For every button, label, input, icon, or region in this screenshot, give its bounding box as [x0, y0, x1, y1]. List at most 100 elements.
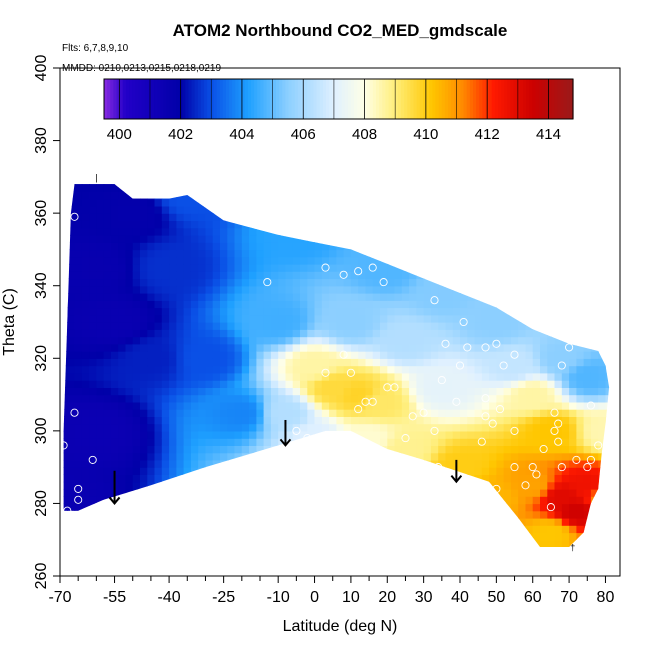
- field-cell: [489, 234, 497, 243]
- field-cell: [613, 387, 621, 395]
- field-cell: [104, 554, 112, 562]
- field-cell: [358, 532, 367, 541]
- field-cell: [154, 191, 163, 200]
- field-cell: [430, 445, 439, 454]
- field-cell: [154, 271, 163, 280]
- field-cell: [409, 314, 417, 323]
- field-cell: [183, 293, 192, 301]
- field-cell: [561, 329, 570, 338]
- field-cell: [212, 184, 221, 192]
- field-cell: [576, 365, 585, 374]
- field-cell: [394, 336, 403, 345]
- field-cell: [263, 372, 272, 381]
- field-cell: [576, 459, 585, 468]
- field-cell: [583, 300, 592, 309]
- colorbar-cell: [266, 79, 271, 119]
- field-cell: [241, 517, 250, 526]
- field-cell: [460, 271, 468, 280]
- field-cell: [292, 213, 301, 221]
- field-cell: [270, 532, 279, 541]
- field-cell: [220, 423, 228, 432]
- field-cell: [576, 467, 585, 475]
- field-cell: [278, 263, 287, 272]
- field-cell: [161, 263, 170, 272]
- field-cell: [278, 416, 287, 425]
- field-cell: [445, 452, 454, 461]
- field-cell: [532, 481, 541, 490]
- field-cell: [321, 314, 330, 323]
- field-cell: [329, 459, 337, 468]
- field-cell: [525, 474, 534, 483]
- field-cell: [67, 554, 75, 562]
- field-cell: [300, 380, 308, 388]
- field-cell: [336, 322, 345, 330]
- field-cell: [496, 336, 505, 345]
- field-cell: [525, 525, 534, 534]
- field-cell: [518, 365, 527, 374]
- field-cell: [227, 343, 236, 352]
- field-cell: [147, 358, 156, 367]
- field-cell: [314, 510, 323, 519]
- field-cell: [423, 205, 432, 214]
- field-cell: [438, 336, 447, 345]
- field-cell: [474, 409, 483, 417]
- field-cell: [169, 503, 177, 512]
- field-cell: [67, 351, 76, 359]
- field-cell: [358, 467, 367, 475]
- field-cell: [140, 227, 148, 236]
- colorbar-cell: [247, 79, 252, 119]
- field-cell: [321, 300, 330, 309]
- field-cell: [321, 322, 330, 330]
- field-cell: [350, 227, 359, 236]
- field-cell: [183, 205, 192, 214]
- field-cell: [89, 205, 97, 214]
- field-cell: [401, 314, 410, 323]
- field-cell: [263, 423, 272, 432]
- field-cell: [278, 539, 287, 547]
- field-cell: [285, 517, 294, 526]
- colorbar-cell: [288, 79, 293, 119]
- field-cell: [198, 351, 207, 359]
- field-cell: [605, 293, 610, 301]
- field-cell: [467, 263, 476, 272]
- field-cell: [409, 401, 417, 410]
- field-cell: [110, 380, 119, 388]
- field-cell: [314, 336, 323, 345]
- field-cell: [409, 293, 417, 301]
- field-cell: [321, 445, 330, 454]
- field-cell: [387, 351, 396, 359]
- field-cell: [503, 467, 512, 475]
- field-cell: [81, 510, 90, 519]
- field-cell: [467, 336, 476, 345]
- field-cell: [387, 234, 396, 243]
- field-cell: [569, 322, 577, 330]
- colorbar-cell: [160, 79, 165, 119]
- field-cell: [118, 474, 127, 483]
- field-cell: [329, 293, 337, 301]
- field-cell: [474, 213, 483, 221]
- field-cell: [350, 220, 359, 229]
- field-cell: [467, 314, 476, 323]
- field-cell: [307, 191, 316, 200]
- field-cell: [81, 184, 90, 185]
- field-cell: [430, 488, 439, 497]
- field-cell: [336, 329, 345, 338]
- field-cell: [605, 234, 610, 243]
- field-cell: [285, 336, 294, 345]
- field-cell: [613, 409, 621, 417]
- colorbar-cell: [119, 79, 124, 119]
- observation-point: [539, 444, 548, 454]
- colorbar-cell: [429, 79, 433, 119]
- field-cell: [249, 387, 257, 396]
- field-cell: [416, 401, 425, 410]
- field-cell: [409, 430, 417, 439]
- field-cell: [249, 227, 257, 236]
- field-cell: [430, 517, 439, 526]
- observation-point: [321, 263, 330, 272]
- field-cell: [176, 452, 185, 461]
- field-cell: [373, 547, 381, 555]
- field-cell: [525, 213, 534, 221]
- field-cell: [540, 525, 548, 534]
- field-cell: [547, 191, 556, 200]
- field-cell: [234, 322, 243, 330]
